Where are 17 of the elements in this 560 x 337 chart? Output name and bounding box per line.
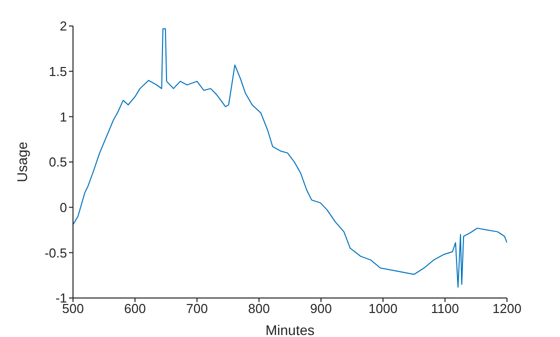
x-tick-label: 800 (248, 301, 270, 316)
x-tick-label: 500 (62, 301, 84, 316)
x-tick-label: 600 (124, 301, 146, 316)
y-tick-label: 2 (60, 18, 67, 34)
y-tick-label: 0.5 (48, 154, 67, 170)
x-axis-title: Minutes (265, 322, 315, 337)
x-tick-label: 1000 (368, 301, 398, 316)
line-series (73, 28, 507, 288)
x-tick-label: 900 (310, 301, 332, 316)
x-tick-label: 700 (186, 301, 208, 316)
y-axis-title: Usage (14, 142, 30, 182)
x-tick-label: 1100 (431, 301, 459, 316)
y-tick-label: 1 (60, 109, 67, 124)
y-tick-label: 0 (60, 200, 67, 215)
y-tick-label: -0.5 (44, 245, 67, 260)
y-tick-label: 1.5 (48, 64, 67, 79)
x-tick-label: 1200 (492, 301, 522, 316)
